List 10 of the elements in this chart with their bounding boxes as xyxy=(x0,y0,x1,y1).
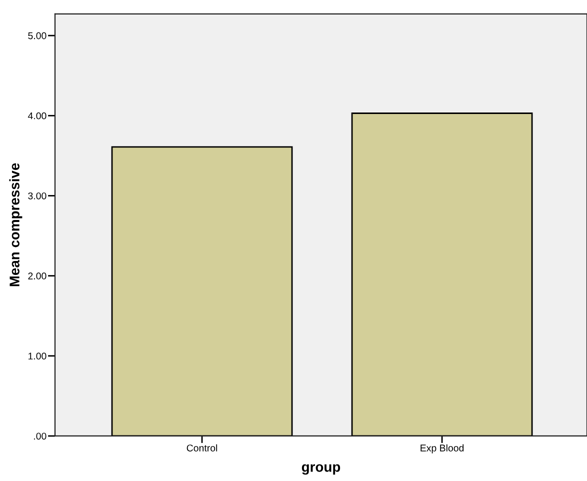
y-tick-label: 2.00 xyxy=(28,272,46,280)
x-axis-title: group xyxy=(302,464,340,475)
x-tick-label: Exp Blood xyxy=(420,444,464,454)
y-axis-title: Mean compressive xyxy=(9,163,22,286)
y-tick-label: 5.00 xyxy=(28,32,46,40)
y-tick-label: .00 xyxy=(34,432,46,440)
y-tick-label: 3.00 xyxy=(28,192,46,200)
y-tick-label: 4.00 xyxy=(28,112,46,120)
x-tick-label: Control xyxy=(186,444,218,452)
y-tick-label: 1.00 xyxy=(28,352,46,360)
